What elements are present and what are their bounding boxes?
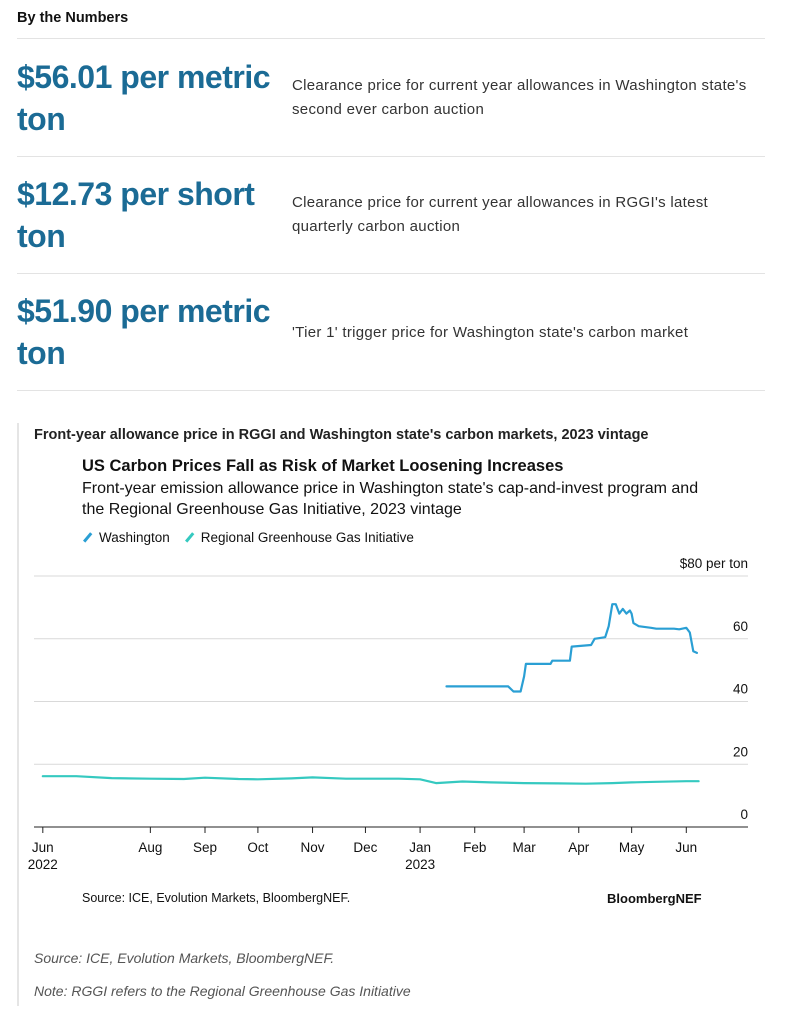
divider (17, 156, 765, 157)
chart-frame-border (17, 423, 19, 1006)
footnote-source: Source: ICE, Evolution Markets, Bloomber… (34, 950, 335, 966)
x-tick-label: Aug (138, 840, 162, 855)
y-tick-label: 20 (733, 744, 748, 759)
x-tick-label: May (619, 840, 645, 855)
x-tick-label: Jun (675, 840, 697, 855)
stat-value-3: $51.90 per metric ton (17, 293, 271, 371)
x-tick-label: Dec (353, 840, 377, 855)
x-tick-year-label: 2023 (405, 857, 435, 872)
x-tick-year-label: 2022 (28, 857, 58, 872)
legend-label-washington: Washington (99, 530, 170, 545)
chart-title: US Carbon Prices Fall as Risk of Market … (82, 457, 564, 475)
divider (17, 38, 765, 39)
x-tick-label: Jan (409, 840, 431, 855)
stat-desc-1: Clearance price for current year allowan… (292, 77, 747, 118)
footnote-note: Note: RGGI refers to the Regional Greenh… (34, 983, 411, 999)
series-line-rggi (41, 775, 700, 785)
y-tick-label: 60 (733, 619, 748, 634)
stat-value-1: $56.01 per metric ton (17, 59, 271, 137)
legend-item-rggi: Regional Greenhouse Gas Initiative (184, 530, 414, 545)
y-tick-label: $80 per ton (680, 556, 748, 571)
series-line-washington (445, 603, 698, 693)
section-title: By the Numbers (17, 10, 129, 26)
stat-desc-3: 'Tier 1' trigger price for Washington st… (292, 324, 689, 341)
stat-desc-2: Clearance price for current year allowan… (292, 194, 709, 235)
price-chart: $80 per ton 60 40 20 0 Jun 2022 Aug Sep Oct Nov Dec… (28, 556, 748, 872)
y-tick-label: 40 (733, 682, 748, 697)
x-tick-label: Apr (568, 840, 590, 855)
brand-logo: BloombergNEF (607, 891, 702, 906)
x-tick-label: Nov (301, 840, 325, 855)
x-tick-label: Feb (463, 840, 486, 855)
legend-item-washington: Washington (82, 530, 170, 545)
y-tick-label: 0 (740, 807, 748, 822)
stat-value-2: $12.73 per short ton (17, 176, 255, 254)
x-tick-label: Sep (193, 840, 217, 855)
x-tick-label: Oct (247, 840, 268, 855)
legend-label-rggi: Regional Greenhouse Gas Initiative (200, 530, 414, 545)
chart-legend: Washington Regional Greenhouse Gas Initi… (82, 530, 414, 545)
chart-subtitle: Front-year emission allowance price in W… (82, 480, 699, 518)
chart-source: Source: ICE, Evolution Markets, Bloomber… (82, 891, 351, 905)
divider (17, 273, 765, 274)
x-tick-label: Jun (32, 840, 54, 855)
divider (17, 390, 765, 391)
chart-heading: Front-year allowance price in RGGI and W… (34, 427, 649, 443)
x-tick-label: Mar (512, 840, 536, 855)
